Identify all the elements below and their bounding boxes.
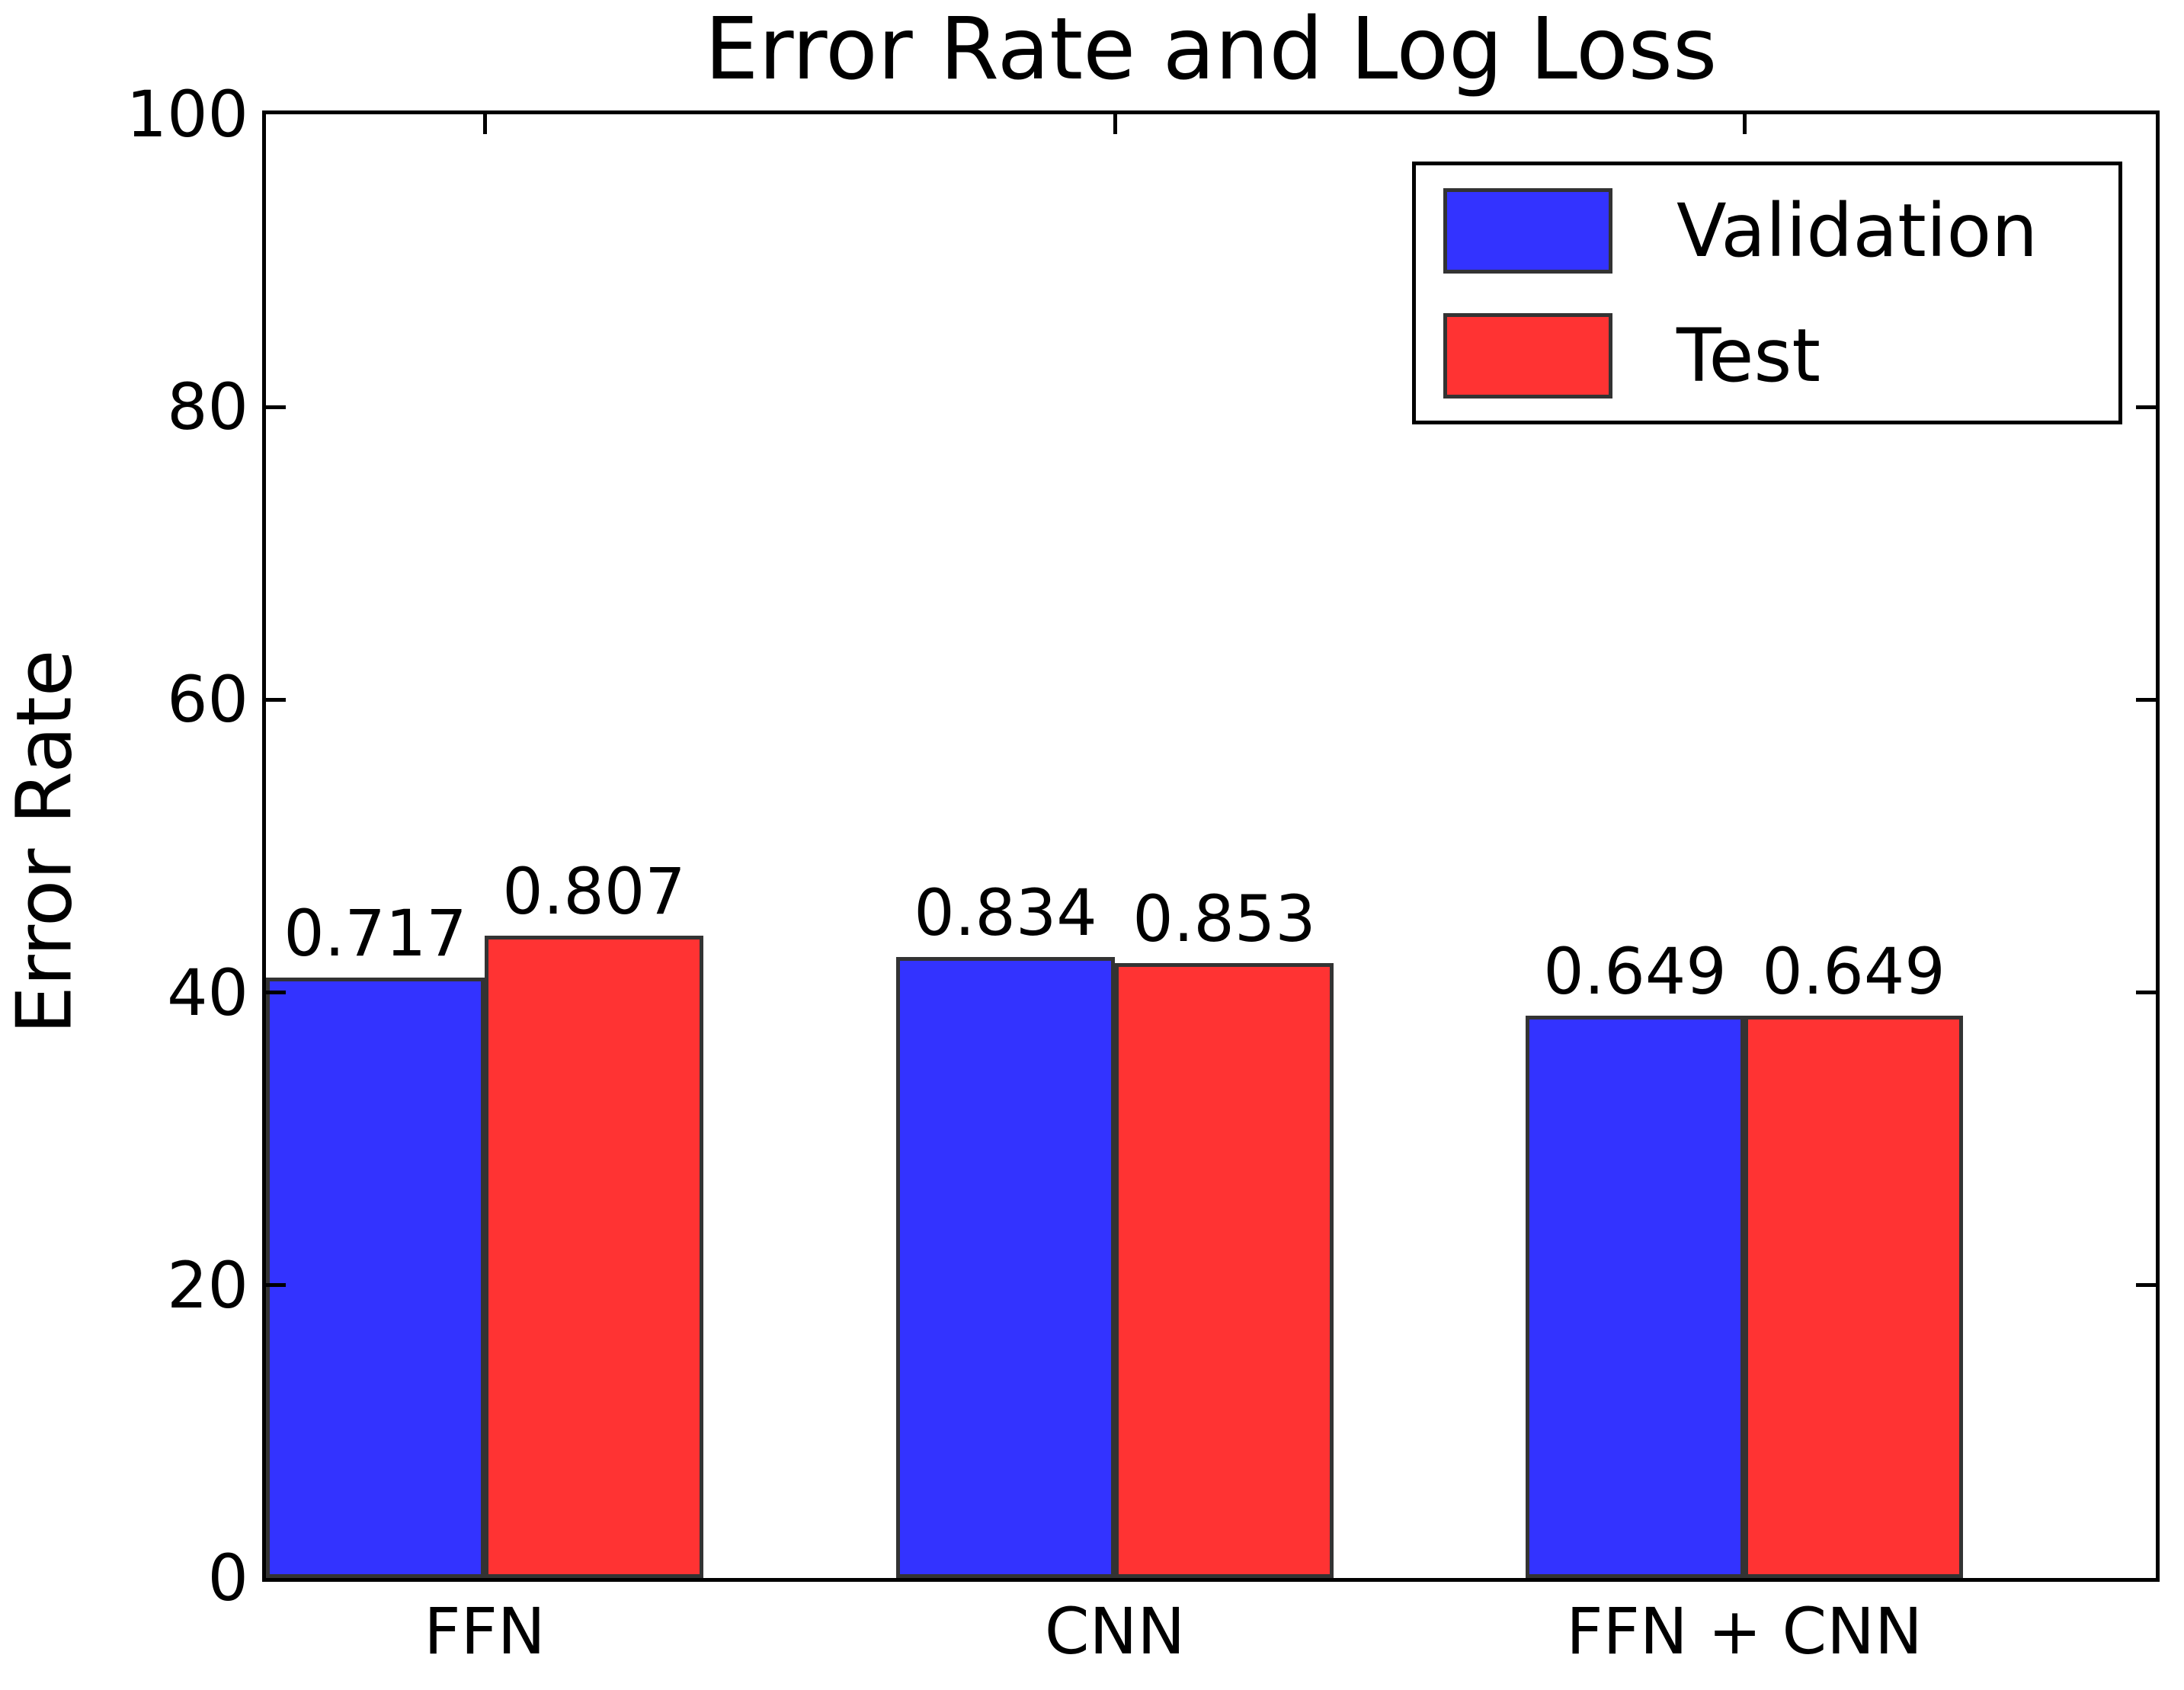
x-tick-label-ffn-cnn: FFN + CNN [1566,1594,1923,1669]
legend-label-validation: Validation [1676,187,2038,274]
y-tick-label-60: 60 [167,662,248,738]
x-tick-label-cnn: CNN [1044,1594,1186,1669]
bar-test-ffn [485,936,703,1578]
y-tick-label-20: 20 [167,1247,248,1323]
bar-validation-ffn-cnn [1526,1016,1744,1578]
bar-label-validation-ffn: 0.717 [283,896,467,971]
legend-item-test: Test [1443,312,2118,398]
bar-validation-ffn [266,978,485,1578]
legend-label-test: Test [1676,312,1821,398]
legend-item-validation: Validation [1443,187,2118,274]
y-tick-20-right [2136,1283,2156,1288]
x-tick-cnn [1113,114,1117,134]
legend-swatch-test [1443,312,1612,398]
y-tick-label-100: 100 [126,77,248,152]
y-tick-60-right [2136,697,2156,702]
y-tick-label-0: 0 [207,1541,248,1615]
legend-swatch-validation [1443,187,1612,274]
y-tick-80-right [2136,405,2156,409]
y-tick-label-80: 80 [167,370,248,445]
legend: Validation Test [1412,162,2122,424]
x-tick-label-ffn: FFN [424,1594,546,1669]
x-tick-ffn [482,114,487,134]
bar-label-test-ffn-cnn: 0.649 [1762,934,1945,1009]
bar-label-test-ffn: 0.807 [502,854,686,929]
y-tick-20-left [266,1283,286,1288]
bar-test-ffn-cnn [1744,1016,1963,1578]
bar-test-cnn [1115,963,1334,1578]
bar-label-test-cnn: 0.853 [1132,882,1316,956]
y-tick-40-left [266,991,286,995]
bar-validation-cnn [896,957,1115,1578]
y-tick-label-40: 40 [167,955,248,1030]
chart-title: Error Rate and Log Loss [704,0,1718,99]
bar-label-validation-cnn: 0.834 [914,875,1097,950]
x-tick-ffn-cnn [1742,114,1747,134]
y-tick-40-right [2136,991,2156,995]
y-tick-labels: 0 20 40 60 80 100 [0,82,248,1610]
y-tick-80-left [266,405,286,409]
y-tick-60-left [266,697,286,702]
bar-label-validation-ffn-cnn: 0.649 [1543,934,1727,1009]
